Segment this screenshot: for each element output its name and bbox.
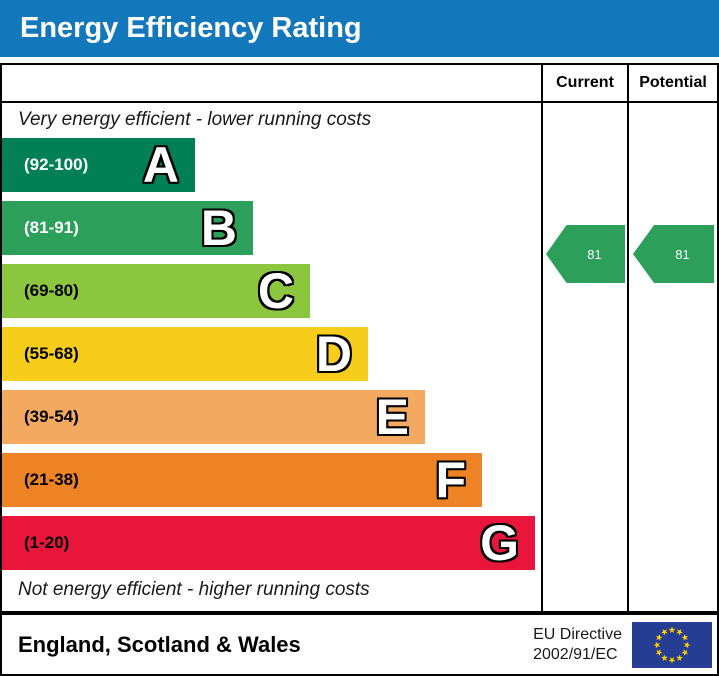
band-range: (92-100) (24, 155, 89, 174)
eu-directive-line1: EU Directive (533, 625, 622, 643)
potential-rating-column: 81 (627, 103, 717, 611)
footer-bar: England, Scotland & Wales EU Directive 2… (0, 613, 719, 676)
band-range: (21-38) (24, 470, 79, 489)
band-range: (81-91) (24, 218, 79, 237)
eu-directive-line2: 2002/91/EC (533, 645, 618, 663)
column-header-current: Current (541, 65, 627, 101)
band-c: (69-80) C (2, 264, 310, 318)
band-letter: B (200, 200, 237, 256)
band-letter: E (375, 389, 409, 445)
band-d: (55-68) D (2, 327, 368, 381)
title-bar: Energy Efficiency Rating (0, 0, 719, 57)
potential-rating-arrow: 81 (633, 225, 714, 283)
band-range: (1-20) (24, 533, 70, 552)
band-letter: D (315, 326, 352, 382)
band-range: (55-68) (24, 344, 79, 363)
header-spacer (2, 65, 541, 101)
energy-rating-table: Current Potential Very energy efficient … (0, 63, 719, 613)
band-f: (21-38) F (2, 453, 482, 507)
band-range: (39-54) (24, 407, 79, 426)
band-letter: A (142, 137, 179, 193)
eu-directive-label: EU Directive 2002/91/EC (533, 625, 622, 665)
table-header-row: Current Potential (2, 65, 717, 103)
band-e: (39-54) E (2, 390, 425, 444)
current-rating-column: 81 (541, 103, 627, 611)
top-annotation: Very energy efficient - lower running co… (18, 109, 372, 130)
band-letter: F (435, 452, 466, 508)
band-range: (69-80) (24, 281, 79, 300)
table-body: Very energy efficient - lower running co… (2, 103, 717, 611)
current-rating-arrow: 81 (546, 225, 625, 283)
band-b: (81-91) B (2, 201, 253, 255)
band-letter: G (480, 515, 519, 571)
band-letter: C (257, 263, 294, 319)
region-label: England, Scotland & Wales (18, 631, 301, 657)
bottom-annotation: Not energy efficient - higher running co… (18, 579, 370, 600)
column-header-potential: Potential (627, 65, 717, 101)
band-g: (1-20) G (2, 516, 535, 570)
eu-flag-icon (632, 621, 712, 668)
page-title: Energy Efficiency Rating (20, 12, 362, 44)
band-a: (92-100) A (2, 138, 195, 192)
rating-scale: Very energy efficient - lower running co… (2, 103, 541, 611)
